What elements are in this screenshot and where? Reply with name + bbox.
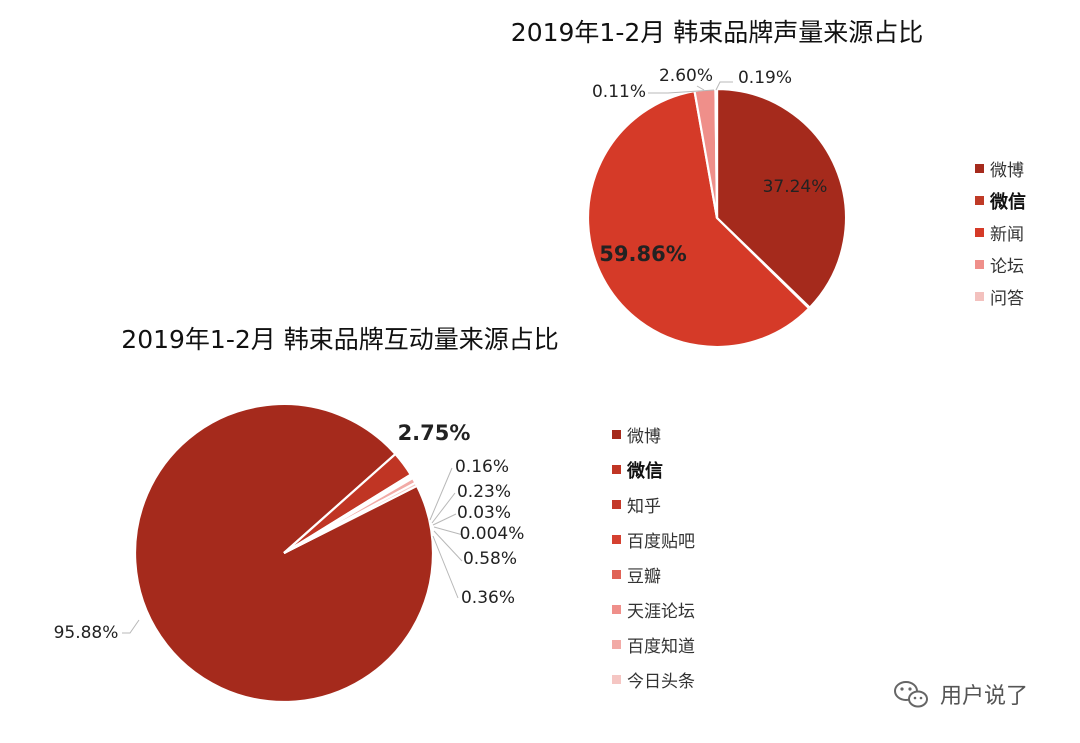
legend-label-8: 今日头条: [627, 672, 695, 692]
data-label-1: 37.24%: [763, 177, 828, 197]
leader-line-1: [122, 619, 140, 634]
legend-label-2: 微信: [626, 460, 663, 482]
chart1-leader-lines: [648, 81, 733, 94]
legend-swatch-3: [975, 228, 984, 237]
data-label-3: 0.16%: [455, 457, 509, 477]
legend-label-1: 微博: [990, 161, 1024, 181]
legend-label-7: 百度知道: [627, 637, 695, 657]
data-label-7: 0.58%: [463, 549, 517, 569]
data-label-5: 0.19%: [738, 68, 792, 88]
legend-label-5: 豆瓣: [627, 567, 661, 587]
legend-swatch-7: [612, 640, 621, 649]
legend-swatch-1: [612, 430, 621, 439]
wechat-icon: [894, 681, 928, 708]
data-label-5: 0.03%: [457, 503, 511, 523]
leader-line-4: [696, 85, 705, 91]
legend-label-5: 问答: [990, 289, 1024, 309]
data-label-8: 0.36%: [461, 588, 515, 608]
leader-line-4: [431, 492, 456, 524]
chart-voice-source: 2019年1-2月 韩束品牌声量来源占比 37.24% 0.11% 59.86% 2.…: [511, 18, 1026, 349]
chart2-slices: [133, 402, 435, 704]
leader-line-6: [433, 526, 464, 536]
leader-line-5: [432, 513, 457, 526]
leader-line-3: [429, 467, 453, 521]
legend-swatch-5: [612, 570, 621, 579]
watermark-text: 用户说了: [940, 684, 1028, 709]
leader-line-7: [433, 530, 463, 562]
legend-swatch-5: [975, 292, 984, 301]
data-label-2: 0.11%: [592, 82, 646, 102]
legend-swatch-8: [612, 675, 621, 684]
legend-label-6: 天涯论坛: [627, 602, 695, 622]
chart2-leader-lines: [122, 467, 464, 634]
data-label-1: 95.88%: [54, 623, 119, 643]
pie-slice-5: [714, 87, 719, 219]
legend-label-4: 百度贴吧: [627, 532, 695, 552]
data-label-2: 2.75%: [398, 421, 471, 445]
data-label-4: 0.23%: [457, 482, 511, 502]
legend-swatch-6: [612, 605, 621, 614]
chart1-slices: [586, 87, 848, 349]
data-label-4: 2.60%: [659, 66, 713, 86]
leader-line-8: [432, 535, 459, 599]
legend-swatch-4: [975, 260, 984, 269]
chart2-data-labels: 95.88% 2.75% 0.16% 0.23%0.03%0.004% 0.58% 0.3…: [54, 421, 525, 643]
legend-label-1: 微博: [627, 427, 661, 447]
legend-swatch-2: [612, 465, 621, 474]
leader-line-2: [648, 89, 715, 94]
pie-slice-3: [586, 89, 811, 349]
chart1-data-labels: 37.24% 0.11% 59.86% 2.60% 0.19%: [592, 66, 827, 266]
chart2-title: 2019年1-2月 韩束品牌互动量来源占比: [121, 325, 558, 354]
data-label-6: 0.004%: [460, 524, 525, 544]
chart1-title: 2019年1-2月 韩束品牌声量来源占比: [511, 18, 923, 47]
chart-interaction-source: 2019年1-2月 韩束品牌互动量来源占比 95.88% 2.75% 0.16% 0.…: [54, 325, 695, 704]
legend-label-2: 微信: [989, 191, 1026, 213]
legend-label-3: 知乎: [627, 497, 661, 517]
legend-swatch-1: [975, 164, 984, 173]
legend-swatch-3: [612, 500, 621, 509]
legend-swatch-2: [975, 196, 984, 205]
data-label-3: 59.86%: [599, 242, 686, 266]
legend-swatch-4: [612, 535, 621, 544]
pie-slice-8: [283, 481, 419, 554]
watermark: 用户说了: [894, 681, 1028, 709]
legend-label-3: 新闻: [990, 225, 1024, 245]
legend-label-4: 论坛: [990, 257, 1024, 277]
leader-line-5: [715, 81, 733, 91]
pie-slice-1: [715, 87, 848, 310]
